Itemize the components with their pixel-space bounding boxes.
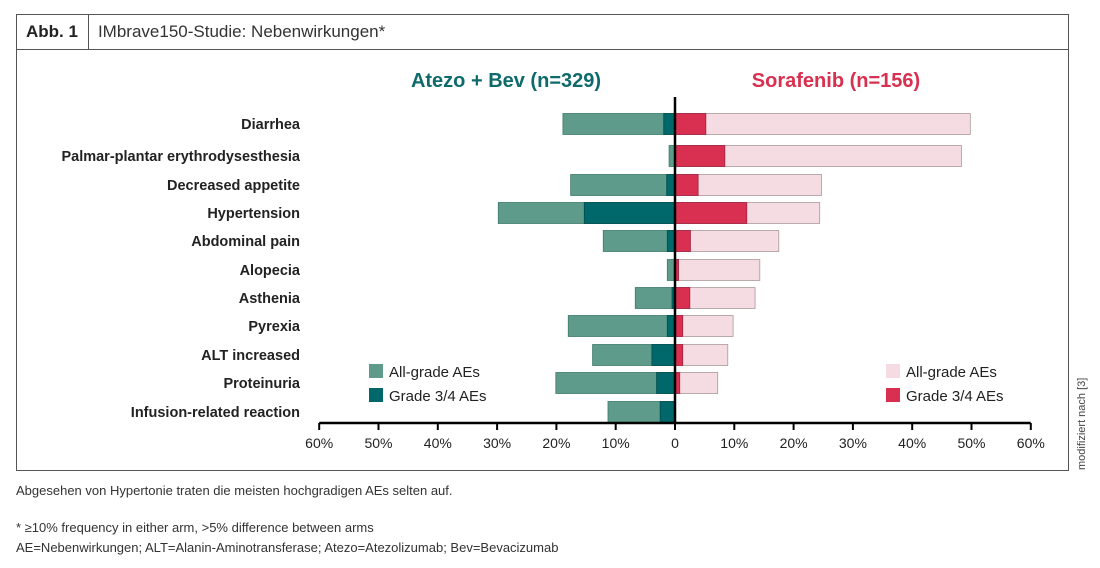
bar-sorafenib-all-grade xyxy=(674,315,734,337)
x-tick-label: 0 xyxy=(671,435,679,451)
x-tick-label: 60% xyxy=(1017,435,1045,451)
bar-atezo-grade34 xyxy=(651,344,676,366)
x-tick-label: 30% xyxy=(483,435,511,451)
x-tick-label: 60% xyxy=(305,435,333,451)
bar-sorafenib-grade34 xyxy=(674,202,748,224)
category-label: Palmar-plantar erythrodysesthesia xyxy=(61,149,300,165)
bar-sorafenib-all-grade xyxy=(674,372,719,394)
bar-atezo-all-grade xyxy=(634,287,676,309)
bar-sorafenib-grade34 xyxy=(674,113,707,135)
figure-label: Abb. 1 xyxy=(17,15,89,49)
bar-sorafenib-grade34 xyxy=(674,145,726,167)
bar-atezo-grade34 xyxy=(659,401,676,423)
title-sorafenib: Sorafenib (n=156) xyxy=(752,70,920,92)
bar-atezo-grade34 xyxy=(656,372,676,394)
bar-atezo-all-grade xyxy=(602,230,676,252)
category-label: Abdominal pain xyxy=(191,234,300,250)
legend-sorafenib-swatch xyxy=(886,364,900,378)
category-label: ALT increased xyxy=(201,348,300,364)
abbreviations: AE=Nebenwirkungen; ALT=Alanin-Aminotrans… xyxy=(16,540,559,555)
legend-atezo-swatch xyxy=(369,388,383,402)
x-tick-label: 50% xyxy=(957,435,985,451)
bar-atezo-grade34 xyxy=(663,113,676,135)
title-atezo: Atezo + Bev (n=329) xyxy=(411,70,601,92)
bar-sorafenib-all-grade xyxy=(674,259,761,281)
figure-frame: Abb. 1 IMbrave150-Studie: Nebenwirkungen… xyxy=(16,14,1069,471)
bar-sorafenib-grade34 xyxy=(674,287,691,309)
x-tick-label: 40% xyxy=(898,435,926,451)
bar-atezo-all-grade xyxy=(562,113,676,135)
legend-sorafenib-label: Grade 3/4 AEs xyxy=(906,388,1004,405)
legend-atezo-label: Grade 3/4 AEs xyxy=(389,388,487,405)
legend-sorafenib-swatch xyxy=(886,388,900,402)
x-tick-label: 20% xyxy=(780,435,808,451)
x-tick-label: 10% xyxy=(602,435,630,451)
bar-sorafenib-all-grade xyxy=(674,113,971,135)
bar-sorafenib-grade34 xyxy=(674,174,699,196)
x-tick-label: 10% xyxy=(720,435,748,451)
bar-atezo-all-grade xyxy=(570,174,676,196)
x-tick-label: 50% xyxy=(364,435,392,451)
bar-atezo-all-grade xyxy=(567,315,676,337)
legend-sorafenib-label: All-grade AEs xyxy=(906,364,997,381)
x-tick-label: 20% xyxy=(542,435,570,451)
legend-atezo-swatch xyxy=(369,364,383,378)
category-label: Decreased appetite xyxy=(167,178,300,194)
x-tick-label: 30% xyxy=(839,435,867,451)
figure-header: Abb. 1 IMbrave150-Studie: Nebenwirkungen… xyxy=(17,15,1068,50)
category-label: Proteinuria xyxy=(223,376,300,392)
category-label: Alopecia xyxy=(240,263,301,279)
x-tick-label: 40% xyxy=(424,435,452,451)
category-label: Hypertension xyxy=(207,206,300,222)
bar-atezo-grade34 xyxy=(583,202,676,224)
summary-note: Abgesehen von Hypertonie traten die meis… xyxy=(16,483,453,498)
category-label: Asthenia xyxy=(239,291,301,307)
legend-atezo-label: All-grade AEs xyxy=(389,364,480,381)
footnote: * ≥10% frequency in either arm, >5% diff… xyxy=(16,520,374,535)
bar-sorafenib-grade34 xyxy=(674,230,691,252)
figure-title: IMbrave150-Studie: Nebenwirkungen* xyxy=(97,22,386,41)
category-label: Infusion-related reaction xyxy=(131,405,300,421)
source-note: modifiziert nach [3] xyxy=(1076,377,1088,470)
category-label: Pyrexia xyxy=(248,319,301,335)
category-label: Diarrhea xyxy=(241,117,301,133)
